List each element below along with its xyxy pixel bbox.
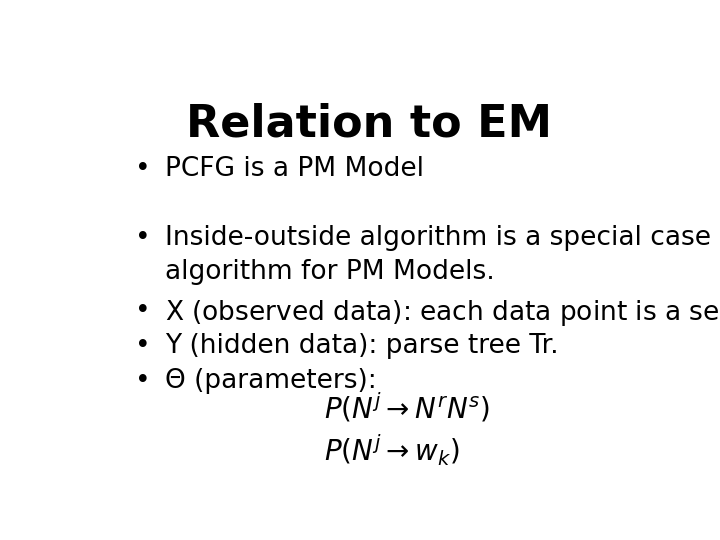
- Text: Relation to EM: Relation to EM: [186, 102, 552, 145]
- Text: $P(N^j \rightarrow N^r N^s)$: $P(N^j \rightarrow N^r N^s)$: [324, 391, 490, 425]
- Text: •: •: [135, 298, 150, 323]
- Text: Θ (parameters):: Θ (parameters):: [166, 368, 377, 394]
- Text: Y (hidden data): parse tree Tr.: Y (hidden data): parse tree Tr.: [166, 333, 559, 359]
- Text: •: •: [135, 156, 150, 183]
- Text: PCFG is a PM Model: PCFG is a PM Model: [166, 156, 424, 183]
- Text: •: •: [135, 333, 150, 359]
- Text: X (observed data): each data point is a sentence $w_{1m}$.: X (observed data): each data point is a …: [166, 298, 720, 328]
- Text: •: •: [135, 368, 150, 394]
- Text: •: •: [135, 225, 150, 251]
- Text: $P(N^j \rightarrow w_k)$: $P(N^j \rightarrow w_k)$: [324, 433, 460, 468]
- Text: Inside-outside algorithm is a special case of the EM
algorithm for PM Models.: Inside-outside algorithm is a special ca…: [166, 225, 720, 285]
